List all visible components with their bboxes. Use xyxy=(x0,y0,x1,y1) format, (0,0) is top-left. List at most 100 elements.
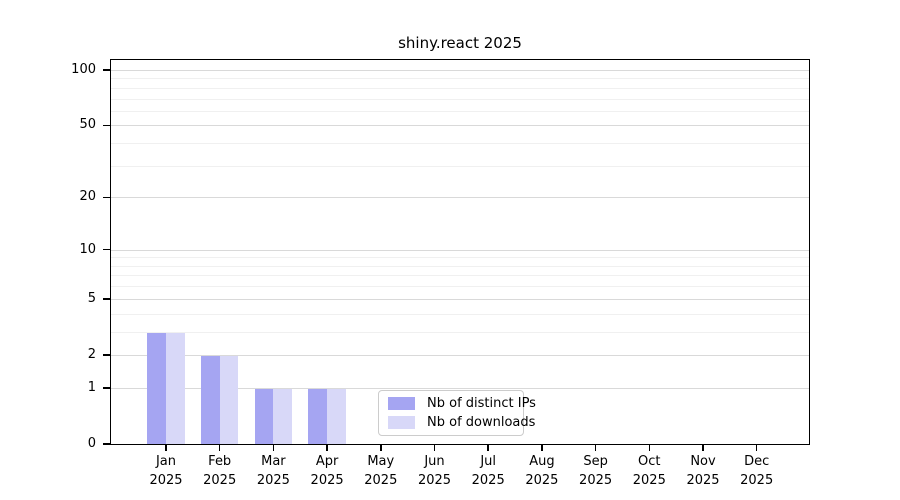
x-tick-mark xyxy=(594,445,597,451)
chart-title: shiny.react 2025 xyxy=(398,34,522,52)
x-tick-year: 2025 xyxy=(417,473,452,488)
x-tick-year: 2025 xyxy=(632,473,666,488)
x-tick-year: 2025 xyxy=(686,473,720,488)
bar-downloads xyxy=(166,332,185,445)
bar-distinct-ips xyxy=(147,332,166,445)
x-tick-year: 2025 xyxy=(203,473,237,488)
x-tick-year: 2025 xyxy=(525,473,559,488)
x-tick-month: Oct xyxy=(638,454,661,469)
x-tick-year: 2025 xyxy=(310,473,344,488)
minor-gridline xyxy=(110,143,810,145)
y-tick-mark xyxy=(103,354,110,356)
minor-gridline xyxy=(110,286,810,288)
bar-distinct-ips xyxy=(201,355,220,445)
minor-gridline xyxy=(110,313,810,315)
x-axis-tick-label: Dec 2025 xyxy=(725,452,789,490)
x-axis-tick-label: Oct 2025 xyxy=(617,452,681,490)
x-axis-tick-label: Feb 2025 xyxy=(188,452,252,490)
y-axis-tick-label: 20 xyxy=(79,189,96,205)
legend-swatch-downloads xyxy=(388,416,415,429)
x-axis-tick-label: Apr 2025 xyxy=(295,452,359,490)
x-tick-year: 2025 xyxy=(740,473,774,488)
x-tick-year: 2025 xyxy=(149,473,183,488)
legend-swatch-distinct-ips xyxy=(388,397,415,410)
y-tick-mark xyxy=(103,196,110,199)
legend: Nb of distinct IPs Nb of downloads xyxy=(378,390,536,436)
y-tick-mark xyxy=(103,69,110,71)
bar-distinct-ips xyxy=(308,388,328,445)
minor-gridline xyxy=(110,78,810,80)
x-tick-year: 2025 xyxy=(579,473,613,488)
y-tick-mark xyxy=(103,387,110,389)
x-axis-tick-label: Jun 2025 xyxy=(403,452,467,490)
bar-downloads xyxy=(273,388,293,445)
x-axis-tick-label: May 2025 xyxy=(349,452,413,490)
y-axis-tick-label: 10 xyxy=(79,241,96,257)
minor-gridline xyxy=(110,275,810,277)
x-axis-tick-label: Jan 2025 xyxy=(134,452,198,490)
x-tick-mark xyxy=(165,445,167,451)
x-tick-mark xyxy=(272,445,275,451)
x-tick-mark xyxy=(380,445,382,451)
x-tick-year: 2025 xyxy=(256,473,290,488)
y-tick-mark xyxy=(103,298,110,300)
minor-gridline xyxy=(110,110,810,112)
bar-downloads xyxy=(219,355,239,445)
x-tick-mark xyxy=(218,445,221,451)
x-tick-mark xyxy=(702,445,704,451)
minor-gridline xyxy=(110,257,810,259)
major-gridline xyxy=(110,125,810,127)
x-tick-month: Jul xyxy=(480,454,497,469)
x-tick-month: Jan xyxy=(155,454,177,469)
major-gridline xyxy=(110,354,810,356)
bar-downloads xyxy=(327,388,346,445)
x-tick-year: 2025 xyxy=(364,473,398,488)
bar-distinct-ips xyxy=(254,388,274,445)
x-tick-month: Feb xyxy=(208,454,232,469)
x-tick-year: 2025 xyxy=(471,473,505,488)
legend-entry-distinct-ips: Nb of distinct IPs xyxy=(388,396,536,411)
x-axis-tick-label: Nov 2025 xyxy=(671,452,735,490)
x-axis-tick-label: Aug 2025 xyxy=(510,452,574,490)
x-tick-mark xyxy=(326,445,328,451)
major-gridline xyxy=(110,70,810,71)
x-tick-month: Sep xyxy=(583,454,608,469)
x-tick-mark xyxy=(755,445,758,451)
x-tick-mark xyxy=(541,445,543,451)
legend-label-distinct-ips: Nb of distinct IPs xyxy=(427,395,536,411)
y-tick-mark xyxy=(103,248,110,251)
major-gridline xyxy=(110,387,810,389)
minor-gridline xyxy=(110,165,810,167)
major-gridline xyxy=(110,249,810,251)
x-tick-month: May xyxy=(367,454,395,469)
x-axis-tick-label: Mar 2025 xyxy=(241,452,305,490)
plot-area xyxy=(110,59,810,445)
x-tick-month: Apr xyxy=(315,454,339,469)
x-axis-tick-label: Sep 2025 xyxy=(564,452,628,490)
y-axis-tick-label: 50 xyxy=(79,117,96,133)
y-tick-mark xyxy=(103,443,110,445)
legend-label-downloads: Nb of downloads xyxy=(427,414,536,430)
minor-gridline xyxy=(110,331,810,333)
y-axis-tick-label: 2 xyxy=(87,346,96,362)
x-axis-tick-label: Jul 2025 xyxy=(456,452,520,490)
y-tick-mark xyxy=(103,124,110,127)
minor-gridline xyxy=(110,87,810,89)
x-tick-mark xyxy=(433,445,436,451)
y-axis-tick-label: 5 xyxy=(87,290,96,306)
x-tick-mark xyxy=(648,445,651,451)
minor-gridline xyxy=(110,265,810,267)
major-gridline xyxy=(110,197,810,199)
x-tick-month: Nov xyxy=(690,454,716,469)
minor-gridline xyxy=(110,98,810,100)
y-axis-tick-label: 100 xyxy=(71,62,96,77)
y-axis-tick-label: 0 xyxy=(87,436,96,451)
x-tick-month: Mar xyxy=(261,454,286,469)
x-tick-mark xyxy=(487,445,489,451)
legend-entry-downloads: Nb of downloads xyxy=(388,415,535,430)
x-tick-month: Jun xyxy=(424,454,445,469)
major-gridline xyxy=(110,298,810,300)
x-tick-month: Aug xyxy=(529,454,555,469)
x-tick-month: Dec xyxy=(744,454,770,469)
